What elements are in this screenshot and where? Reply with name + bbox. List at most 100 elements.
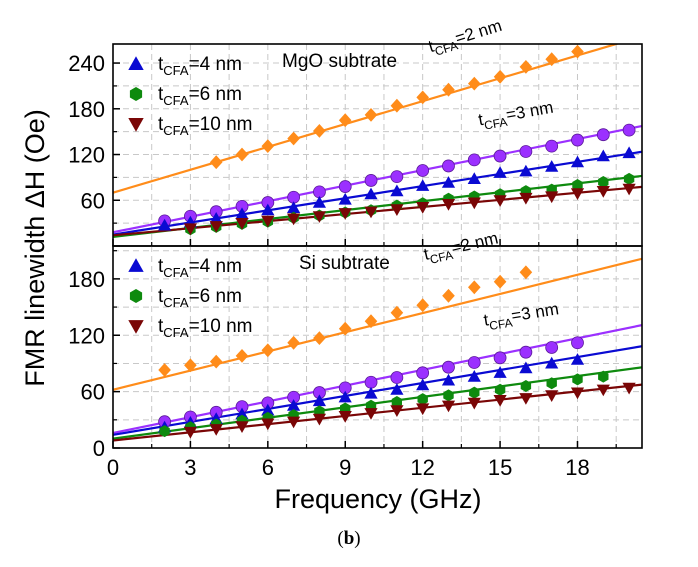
- data-point: [261, 139, 275, 153]
- data-point: [338, 390, 352, 403]
- data-point: [390, 170, 404, 184]
- data-point: [493, 166, 507, 178]
- data-point: [364, 408, 378, 420]
- x-tick-label: 15: [488, 455, 512, 480]
- panel-title: Si subtrate: [299, 253, 390, 274]
- data-point: [545, 341, 559, 354]
- y-tick-label: 180: [68, 97, 105, 122]
- data-point: [416, 378, 430, 391]
- data-point: [209, 424, 223, 436]
- series-label: tCFA=2 nm: [426, 16, 505, 60]
- data-point: [467, 197, 481, 210]
- data-point: [261, 215, 275, 228]
- data-point: [338, 113, 352, 128]
- data-point: [209, 212, 223, 224]
- data-point: [545, 139, 559, 153]
- data-point: [493, 395, 507, 407]
- x-tick-label: 12: [410, 455, 434, 480]
- data-point: [313, 124, 326, 138]
- x-tick-label: 9: [339, 455, 351, 480]
- legend-marker: [128, 118, 144, 132]
- data-point: [338, 192, 352, 205]
- legend-label: tCFA=6 nm: [158, 286, 242, 310]
- data-point: [622, 382, 636, 395]
- caption-letter: b: [343, 528, 355, 549]
- data-point: [312, 196, 326, 208]
- data-point: [390, 305, 404, 320]
- fit-line: [113, 257, 642, 391]
- data-point: [596, 186, 610, 198]
- data-point: [416, 298, 429, 313]
- figure-caption: (b): [0, 528, 698, 550]
- y-tick-label: 180: [68, 267, 105, 292]
- panel-title: MgO subtrate: [282, 51, 397, 72]
- data-point: [390, 98, 404, 113]
- data-point: [468, 76, 481, 91]
- data-point: [519, 345, 533, 359]
- data-point: [545, 160, 559, 172]
- y-tick-label: 120: [68, 323, 105, 348]
- data-point: [338, 180, 352, 193]
- caption-open: (: [337, 528, 344, 549]
- panel-frame: [112, 245, 643, 449]
- data-point: [596, 384, 610, 397]
- data-point: [441, 199, 456, 211]
- data-point: [338, 208, 352, 220]
- x-tick-label: 3: [184, 455, 196, 480]
- data-point: [159, 425, 170, 438]
- data-point: [622, 123, 636, 137]
- x-axis-title: Frequency (GHz): [274, 484, 481, 514]
- y-tick-label: 120: [68, 143, 105, 168]
- data-point: [158, 363, 171, 377]
- data-point: [571, 133, 584, 147]
- data-point: [545, 52, 558, 67]
- data-point: [364, 187, 378, 200]
- data-point: [390, 184, 404, 197]
- data-point: [598, 370, 609, 383]
- series-label: tCFA=3 nm: [477, 98, 556, 134]
- data-point: [287, 213, 301, 226]
- data-point: [493, 274, 507, 289]
- data-point: [570, 353, 585, 365]
- x-tick-label: 0: [107, 455, 119, 480]
- legend-marker: [129, 87, 143, 101]
- data-point: [312, 413, 326, 426]
- data-point: [416, 90, 429, 105]
- data-point: [493, 366, 507, 378]
- data-point: [570, 387, 585, 400]
- data-point: [545, 390, 559, 402]
- legend-marker: [128, 56, 144, 70]
- data-point: [519, 393, 533, 405]
- data-point: [390, 204, 404, 216]
- data-point: [442, 82, 455, 97]
- data-point: [468, 280, 481, 295]
- data-point: [312, 394, 326, 407]
- data-point: [364, 108, 378, 122]
- data-point: [416, 164, 430, 177]
- data-point: [570, 155, 585, 168]
- top-panel: tCFA=2 nm tCFA=3 nm 60 120 180 240 MgO subtrat…: [68, 16, 643, 247]
- data-point: [545, 191, 559, 204]
- data-point: [519, 145, 533, 158]
- data-point: [235, 147, 249, 162]
- data-point: [416, 366, 430, 380]
- data-point: [209, 155, 223, 170]
- caption-close: ): [354, 528, 361, 549]
- legend-marker: [128, 258, 144, 272]
- data-point: [441, 176, 456, 188]
- legend-label: tCFA=4 nm: [158, 256, 242, 280]
- data-point: [546, 377, 557, 390]
- data-point: [519, 361, 533, 374]
- data-point: [494, 383, 506, 396]
- data-point: [596, 128, 610, 142]
- data-point: [183, 426, 197, 439]
- data-point: [313, 331, 326, 345]
- data-point: [364, 206, 378, 219]
- data-point: [390, 371, 404, 384]
- y-tick-label: 60: [81, 380, 105, 405]
- data-point: [441, 373, 456, 386]
- data-point: [312, 211, 326, 223]
- legend-label: tCFA=6 nm: [158, 84, 242, 108]
- data-point: [623, 172, 635, 185]
